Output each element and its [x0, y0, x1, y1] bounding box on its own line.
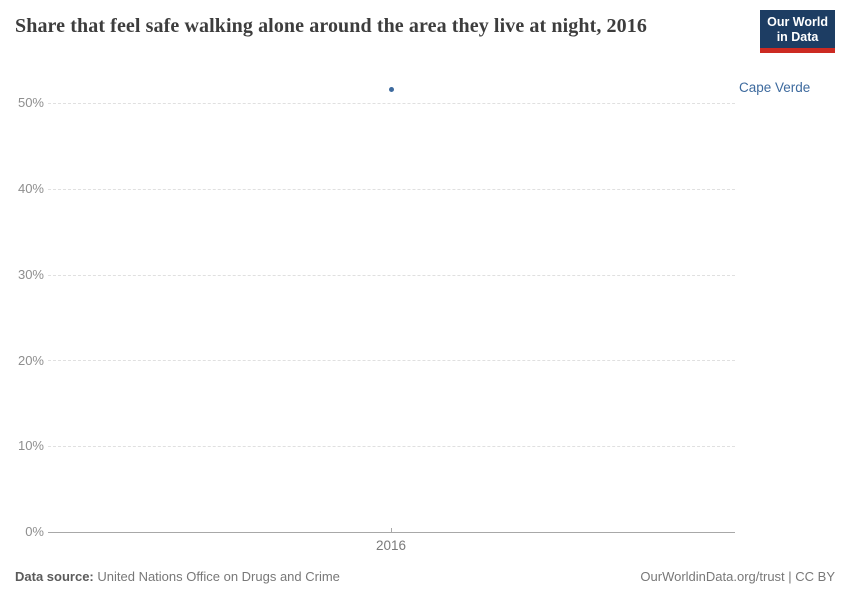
y-tick-label-20: 20% — [17, 353, 44, 368]
owid-logo-line1: Our World — [767, 15, 828, 29]
footer-data-source: Data source: United Nations Office on Dr… — [15, 569, 340, 584]
y-tick-label-40: 40% — [17, 181, 44, 196]
data-source-label: Data source: — [15, 569, 94, 584]
y-tick-label-0: 0% — [25, 524, 44, 539]
entity-label-cape-verde[interactable]: Cape Verde — [739, 80, 811, 96]
gridline-10pct — [48, 446, 735, 447]
y-tick-label-30: 30% — [17, 267, 44, 282]
x-tick-label-2016: 2016 — [375, 538, 407, 553]
x-tick-mark-2016 — [391, 528, 392, 533]
gridline-20pct — [48, 360, 735, 361]
gridline-40pct — [48, 189, 735, 190]
data-source-value: United Nations Office on Drugs and Crime — [97, 569, 340, 584]
gridline-50pct — [48, 103, 735, 104]
data-point[interactable] — [388, 86, 394, 92]
footer-credit-link[interactable]: OurWorldinData.org/trust | CC BY — [640, 569, 835, 584]
chart-title: Share that feel safe walking alone aroun… — [15, 15, 647, 37]
gridline-30pct — [48, 275, 735, 276]
y-tick-label-50: 50% — [17, 95, 44, 110]
owid-logo-line2: in Data — [776, 29, 819, 44]
owid-logo: Our World in Data — [760, 10, 835, 53]
y-tick-label-10: 10% — [17, 438, 44, 453]
